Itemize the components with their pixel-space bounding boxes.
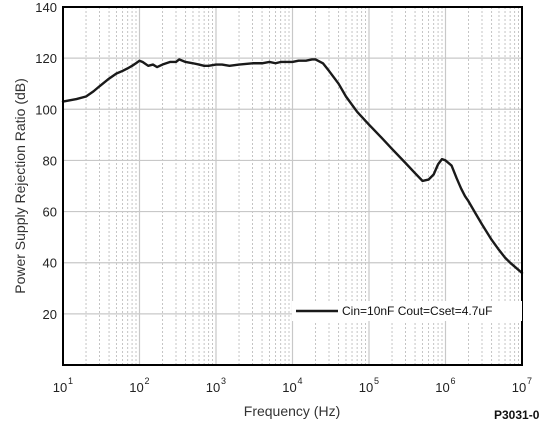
x-tick-label: 10 [512, 380, 526, 395]
legend-label: Cin=10nF Cout=Cset=4.7uF [342, 304, 492, 318]
y-tick-label: 20 [43, 307, 57, 322]
x-tick-label: 10 [282, 380, 296, 395]
x-tick-exponent: 5 [374, 376, 379, 386]
x-axis-label: Frequency (Hz) [244, 403, 340, 419]
x-tick-label: 10 [129, 380, 143, 395]
figure-id-label: P3031-0 [494, 408, 540, 422]
x-tick-label: 10 [359, 380, 373, 395]
x-tick-exponent: 6 [451, 376, 456, 386]
x-tick-label: 10 [435, 380, 449, 395]
x-tick-exponent: 1 [68, 376, 73, 386]
x-tick-label: 10 [206, 380, 220, 395]
legend-box [292, 301, 522, 321]
y-tick-label: 60 [43, 205, 57, 220]
legend: Cin=10nF Cout=Cset=4.7uF [292, 301, 522, 321]
y-tick-label: 140 [35, 0, 57, 15]
x-tick-label: 10 [53, 380, 67, 395]
x-tick-exponent: 7 [527, 376, 532, 386]
y-tick-labels: 20 40 60 80 100 120 140 [35, 0, 57, 322]
series-layer [61, 58, 524, 275]
y-tick-label: 80 [43, 153, 57, 168]
y-tick-label: 40 [43, 256, 57, 271]
plot-frame [62, 6, 523, 366]
x-tick-exponent: 2 [145, 376, 150, 386]
y-axis-label: Power Supply Rejection Ratio (dB) [12, 78, 28, 294]
x-tick-labels: 10 1 10 2 10 3 10 4 10 5 10 6 10 7 [53, 376, 532, 395]
y-tick-label: 120 [35, 51, 57, 66]
x-tick-exponent: 4 [298, 376, 303, 386]
psrr-series-line [61, 58, 524, 275]
y-tick-label: 100 [35, 102, 57, 117]
x-tick-exponent: 3 [221, 376, 226, 386]
